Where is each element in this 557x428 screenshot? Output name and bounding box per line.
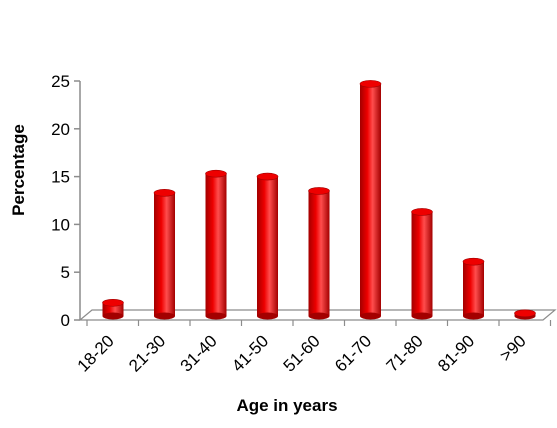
y-tick-label: 25 — [51, 72, 70, 91]
x-tick-label: 51-60 — [280, 331, 324, 375]
y-tick-label: 10 — [51, 215, 70, 234]
bar-base-cap — [463, 312, 484, 320]
y-tick-label: 5 — [61, 263, 70, 282]
bar — [359, 80, 382, 320]
x-tick-label: 81-90 — [434, 331, 478, 375]
bar — [411, 208, 433, 320]
bar-top-cap — [102, 298, 124, 307]
bar — [308, 187, 330, 320]
x-axis-title: Age in years — [236, 396, 337, 415]
bar-top-cap — [205, 169, 227, 178]
bar — [102, 298, 124, 320]
bar-body — [257, 176, 278, 316]
bar-body — [463, 261, 484, 316]
bar-base-cap — [257, 312, 278, 320]
bar — [205, 169, 227, 320]
x-tick-label: 71-80 — [383, 331, 427, 375]
bar-body — [360, 83, 381, 316]
x-tick-label: 31-40 — [177, 331, 221, 375]
bar — [514, 309, 536, 320]
bar-base-cap — [411, 312, 433, 320]
bar — [153, 189, 176, 320]
x-tick-label: 41-50 — [228, 331, 272, 375]
bar-top-cap — [514, 309, 536, 318]
x-tick-label: 61-70 — [331, 331, 375, 375]
bar — [256, 172, 279, 320]
y-tick-label: 15 — [51, 168, 70, 187]
bar — [462, 257, 485, 320]
bar-top-cap — [411, 208, 433, 216]
bar-body — [308, 190, 330, 316]
bar-body — [154, 192, 175, 316]
bar-base-cap — [154, 312, 175, 320]
bars — [102, 80, 536, 320]
x-tick-label: 21-30 — [125, 331, 169, 375]
x-tick-label: 18-20 — [74, 331, 118, 375]
bar-body — [411, 211, 433, 316]
bar-top-cap — [359, 80, 382, 88]
y-tick-label: 20 — [51, 120, 70, 139]
x-tick-label: >90 — [496, 331, 530, 365]
bar-base-cap — [102, 312, 124, 320]
bar-base-cap — [205, 312, 227, 320]
bar-top-cap — [462, 257, 485, 266]
bar-top-cap — [153, 189, 176, 197]
bar-top-cap — [256, 172, 279, 181]
y-tick-label: 0 — [61, 311, 70, 330]
tick-labels: 0 5 10 15 20 25 18-20 21-30 31-40 41-50 51-60 61-70… — [51, 72, 530, 376]
y-axis-title: Percentage — [9, 124, 28, 216]
bar-body — [205, 173, 227, 316]
bar-base-cap — [308, 312, 330, 320]
bar-base-cap — [360, 312, 381, 320]
bar-top-cap — [308, 187, 330, 195]
